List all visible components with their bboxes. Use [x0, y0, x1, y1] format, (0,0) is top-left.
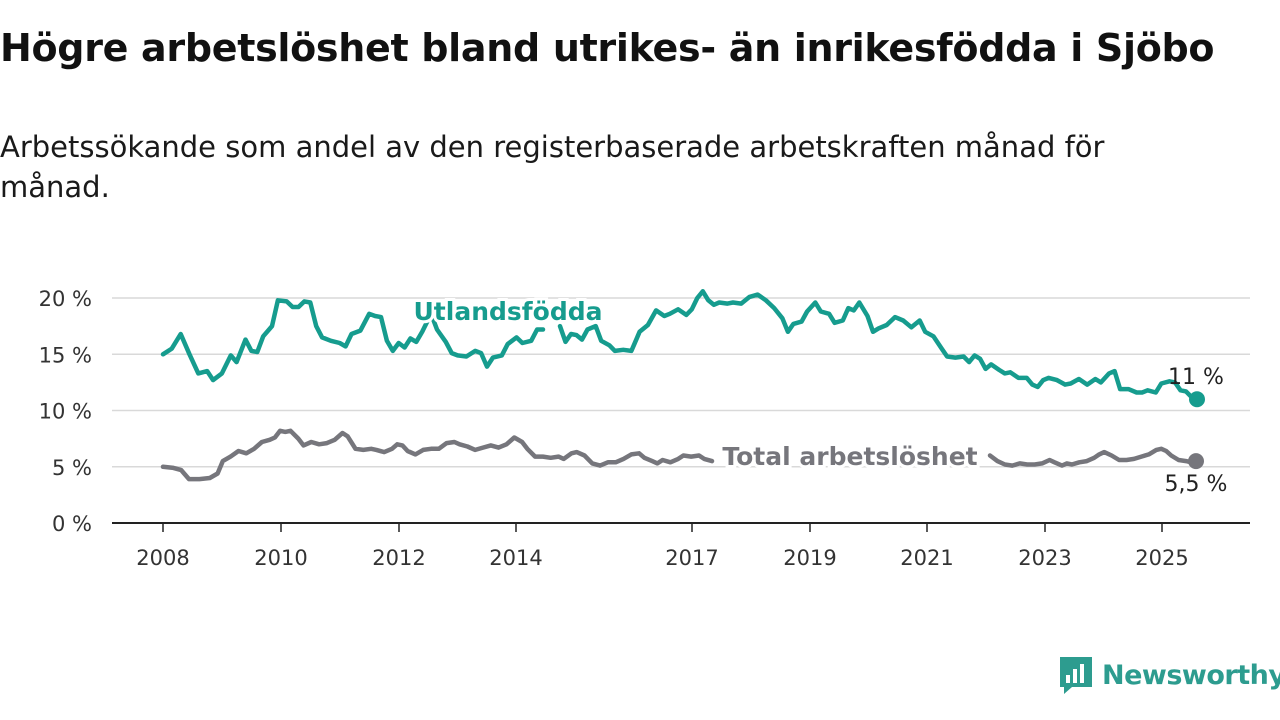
gridlines	[112, 297, 1250, 524]
end-label-utlandsfodda: 11 %	[1168, 365, 1224, 390]
brand-logo: Newsworthy	[1058, 653, 1280, 697]
y-tick-label-20: 20 %	[39, 287, 92, 311]
x-tick-label-2014: 2014	[489, 546, 542, 570]
series-line-utlandsfodda-b	[557, 289, 1200, 402]
x-tick-label-2012: 2012	[372, 546, 425, 570]
x-tick-label-2023: 2023	[1018, 546, 1071, 570]
end-marker-utlandsfodda	[1189, 391, 1205, 408]
x-tick-label-2025: 2025	[1135, 546, 1188, 570]
series-label-utlandsfodda: Utlandsfödda	[414, 297, 603, 326]
x-tick-label-2017: 2017	[665, 546, 718, 570]
series-line-total-b	[987, 446, 1199, 468]
y-tick-label-0: 0 %	[52, 512, 92, 536]
series-line-total-a	[160, 428, 715, 482]
x-tick-label-2008: 2008	[136, 546, 189, 570]
end-marker-total	[1188, 453, 1204, 470]
series-lines	[160, 289, 1200, 482]
end-label-total: 5,5 %	[1165, 472, 1228, 497]
series-line-utlandsfodda-a	[160, 298, 546, 383]
chart-title: Högre arbetslöshet bland utrikes- än inr…	[0, 26, 1215, 70]
x-tick-label-2019: 2019	[783, 546, 836, 570]
y-axis-ticks: 0 % 5 % 10 % 15 % 20 %	[39, 287, 92, 536]
series-labels: 11 % 5,5 % Utlandsfödda Total arbetslöshet	[411, 294, 1228, 497]
series-label-total: Total arbetslöshet	[722, 442, 977, 471]
y-tick-label-15: 15 %	[39, 343, 92, 367]
x-tick-label-2010: 2010	[254, 546, 307, 570]
y-tick-label-10: 10 %	[39, 400, 92, 424]
newsworthy-logo-icon	[1060, 657, 1092, 694]
x-tick-label-2021: 2021	[900, 546, 953, 570]
x-axis-ticks: 2008 2010 2012 2014 2017 2019 2021 2023 2025	[136, 523, 1189, 570]
chart-subtitle: Arbetssökande som andel av den registerb…	[0, 130, 1105, 204]
brand-name: Newsworthy	[1102, 659, 1280, 691]
y-tick-label-5: 5 %	[52, 456, 92, 480]
